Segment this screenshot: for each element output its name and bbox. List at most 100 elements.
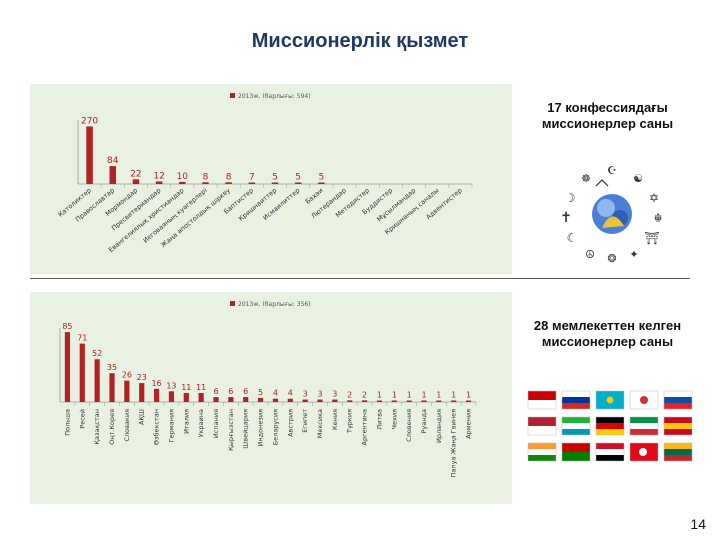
data-label-1: 270 <box>81 116 98 126</box>
data-label-7: 8 <box>226 172 232 182</box>
bar-16 <box>287 398 293 402</box>
bar-2 <box>109 166 117 184</box>
data-label-17: 3 <box>303 390 308 399</box>
flag-emblem <box>639 448 647 456</box>
category-label-10: Украина <box>197 409 205 437</box>
svg-text:☸: ☸ <box>581 172 591 185</box>
category-label-3: Қазақстан <box>93 409 101 445</box>
svg-text:☾: ☾ <box>567 231 578 245</box>
bar-9 <box>183 392 189 402</box>
bar-21 <box>361 400 368 402</box>
flag-3 <box>595 390 625 410</box>
bar-5 <box>124 380 130 402</box>
category-label-24: Словения <box>405 409 413 442</box>
data-label-11: 6 <box>213 387 218 396</box>
data-label-5: 10 <box>177 172 189 182</box>
flag-4 <box>629 390 659 410</box>
confessions-bar-chart: 2013ж. (барлығы: 594)270Католиктер84Прав… <box>57 93 473 254</box>
category-label-22: Литва <box>375 409 383 430</box>
flag-8 <box>595 416 625 436</box>
flag-13 <box>595 442 625 462</box>
bar-17 <box>302 399 308 402</box>
category-label-19: Кения <box>331 409 339 430</box>
data-label-6: 23 <box>137 373 147 382</box>
data-label-10: 11 <box>196 383 206 392</box>
svg-text:☮: ☮ <box>585 248 595 261</box>
flag-10 <box>663 416 693 436</box>
bar-20 <box>347 400 353 402</box>
bar-14 <box>257 397 264 402</box>
data-label-4: 35 <box>107 363 117 372</box>
religion-symbols-icon: ☪ ☸ ☯ ☽ ✡ ✝ ☬ ☾ ⛩ ☮ ❂ ✦ <box>560 164 663 265</box>
category-label-14: Индонезия <box>257 409 265 447</box>
bar-12 <box>228 397 234 402</box>
bar-23 <box>391 400 397 402</box>
data-label-18: 3 <box>317 390 322 399</box>
data-label-20: 2 <box>347 390 352 399</box>
category-label-20: Түркия <box>346 409 354 434</box>
svg-text:☪: ☪ <box>607 164 617 177</box>
data-label-3: 52 <box>92 349 102 358</box>
category-label-13: Швейцария <box>242 409 250 449</box>
data-label-3: 22 <box>130 169 141 179</box>
category-label-7: Өзбекстан <box>153 409 161 445</box>
flag-emblem <box>606 396 614 404</box>
category-label-21: Аргентина <box>361 409 369 445</box>
flag-11 <box>527 442 557 462</box>
category-label-6: АҚШ <box>138 409 146 425</box>
bar-25 <box>421 400 427 402</box>
countries-bar-chart: 2013ж. (барлығы: 356)85Польша71Ресей52Қа… <box>59 301 477 478</box>
data-label-7: 16 <box>151 379 161 388</box>
data-label-19: 3 <box>332 390 337 399</box>
data-label-28: 1 <box>466 391 471 400</box>
bar-3 <box>94 359 100 402</box>
confessions-chart-panel: 2013ж. (барлығы: 594) 270 Католиктер 84 Прав… <box>30 84 512 274</box>
country-flags-icon <box>527 390 693 462</box>
data-label-15: 4 <box>273 389 278 398</box>
data-label-1: 85 <box>62 322 72 331</box>
bar-8 <box>168 391 175 402</box>
legend-label: 2013ж. (барлығы: 594) <box>238 93 311 100</box>
flag-1 <box>527 390 557 410</box>
data-label-12: 6 <box>228 387 233 396</box>
bar-28 <box>465 400 472 402</box>
category-label-11: Испания <box>212 409 220 438</box>
data-label-25: 1 <box>421 391 426 400</box>
category-label-1: Польша <box>63 409 71 436</box>
svg-text:✝: ✝ <box>560 210 572 226</box>
bar-27 <box>451 400 457 402</box>
data-label-10: 5 <box>295 173 301 183</box>
category-label-11: Бахаи <box>304 186 325 205</box>
bar-18 <box>317 399 323 402</box>
data-label-27: 1 <box>451 391 456 400</box>
bar-6 <box>202 182 209 184</box>
flag-12 <box>561 442 591 462</box>
bar-4 <box>109 373 115 402</box>
flag-emblem <box>640 396 648 404</box>
data-label-23: 1 <box>392 391 397 400</box>
flag-9 <box>629 416 659 436</box>
data-label-13: 6 <box>243 387 248 396</box>
bar-5 <box>179 181 186 184</box>
category-label-15: Беларусия <box>271 409 279 445</box>
legend-swatch <box>230 93 235 98</box>
legend-swatch <box>230 301 235 306</box>
bar-4 <box>155 181 163 184</box>
svg-text:☯: ☯ <box>633 172 643 185</box>
bar-7 <box>225 182 232 184</box>
bar-1 <box>86 126 93 184</box>
bar-2 <box>79 343 85 402</box>
data-label-16: 4 <box>288 389 293 398</box>
category-label-28: Армения <box>465 409 473 439</box>
data-label-8: 13 <box>166 381 176 390</box>
svg-text:☬: ☬ <box>654 211 663 225</box>
svg-text:❂: ❂ <box>607 252 616 265</box>
data-label-9: 11 <box>181 383 191 392</box>
category-label-9: Италия <box>182 409 190 434</box>
confessions-caption: 17 конфессиядағы миссионерлер саны <box>541 100 674 131</box>
bar-15 <box>272 398 279 402</box>
flag-6 <box>527 416 557 436</box>
svg-text:✡: ✡ <box>649 191 659 205</box>
category-label-26: Ирландия <box>435 409 443 443</box>
flag-14 <box>629 442 659 462</box>
